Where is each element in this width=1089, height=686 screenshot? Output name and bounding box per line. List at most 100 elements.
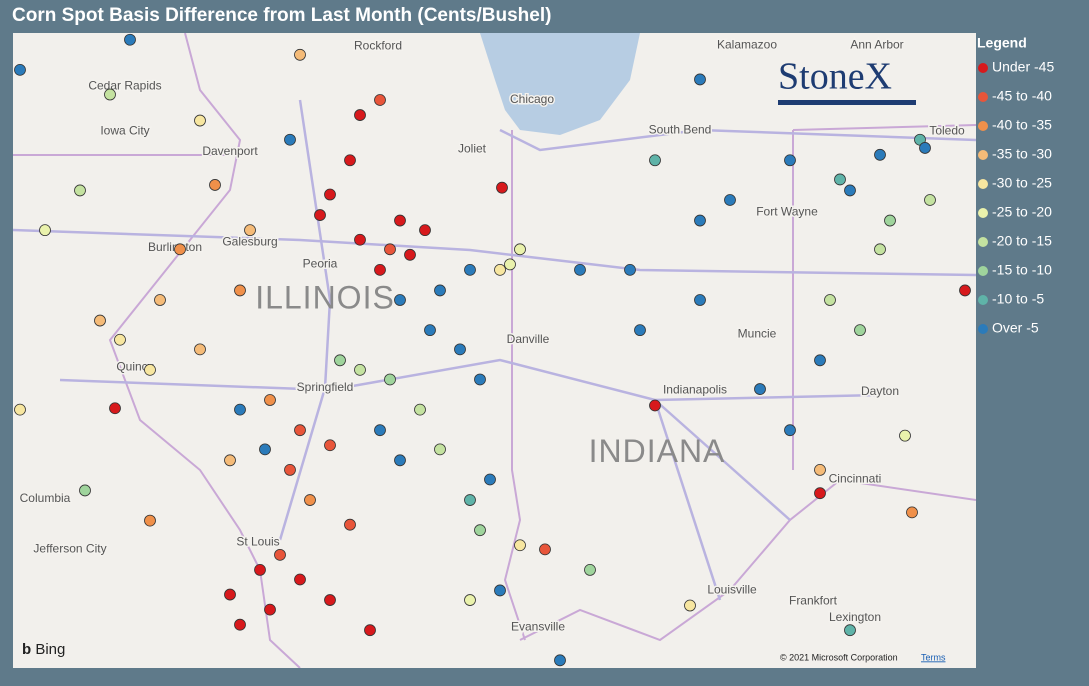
lake-michigan	[480, 33, 640, 135]
basis-point	[539, 543, 551, 556]
terms-link[interactable]: Terms	[921, 652, 946, 662]
basis-point	[496, 181, 508, 194]
legend-label: -35 to -30	[992, 146, 1052, 162]
city-label: Iowa City	[100, 124, 149, 138]
city-label: Peoria	[303, 257, 338, 271]
basis-point	[694, 73, 706, 86]
basis-point	[294, 573, 306, 586]
basis-point	[724, 194, 736, 206]
legend-swatch	[978, 237, 988, 247]
basis-point	[834, 173, 846, 186]
basis-point	[104, 88, 116, 101]
basis-point	[404, 248, 416, 261]
basis-point	[374, 94, 386, 106]
city-label: Cedar Rapids	[88, 78, 161, 92]
basis-point	[209, 179, 221, 191]
basis-point	[634, 324, 646, 337]
title: Corn Spot Basis Difference from Last Mon…	[12, 5, 551, 26]
basis-point	[244, 224, 256, 237]
legend: Under -45 -45 to -40 -40 to -35 -35 to -30 -…	[978, 59, 1054, 336]
state-borders	[13, 33, 976, 668]
basis-point	[906, 506, 918, 519]
legend-swatch	[978, 92, 988, 102]
basis-point	[574, 263, 586, 276]
legend-label: Under -45	[992, 59, 1054, 75]
basis-point	[344, 154, 356, 167]
basis-point	[344, 518, 356, 531]
basis-point	[844, 624, 856, 637]
map[interactable]: ILLINOIS INDIANA Rockford Chicago Joliet Peor…	[13, 33, 976, 668]
legend-label: -30 to -25	[992, 175, 1052, 191]
basis-point	[259, 443, 271, 456]
city-label: Cincinnati	[829, 472, 882, 486]
legend-swatch	[978, 324, 988, 334]
basis-point	[294, 424, 306, 437]
city-label: Dayton	[861, 384, 899, 398]
basis-point	[334, 354, 346, 367]
basis-point	[474, 524, 486, 537]
basis-point	[414, 403, 426, 416]
basis-point	[874, 148, 886, 161]
basis-point	[814, 487, 826, 500]
legend-label: -45 to -40	[992, 88, 1052, 104]
logo: StoneX	[778, 56, 892, 98]
basis-point	[384, 373, 396, 386]
basis-point	[694, 214, 706, 227]
basis-point	[234, 403, 246, 416]
basis-point	[364, 624, 376, 637]
basis-point	[324, 594, 336, 606]
city-label: Lexington	[829, 610, 881, 624]
basis-point	[314, 209, 326, 221]
city-label: St Louis	[236, 535, 279, 549]
city-label: Columbia	[20, 491, 71, 505]
basis-point	[884, 214, 896, 227]
basis-point	[424, 324, 436, 337]
basis-point	[474, 373, 486, 386]
city-label: Ann Arbor	[850, 37, 903, 51]
logo-bar	[778, 100, 916, 105]
basis-point	[394, 294, 406, 306]
city-label: Indianapolis	[663, 383, 727, 397]
basis-point	[624, 263, 636, 276]
legend-swatch	[978, 63, 988, 73]
basis-point	[419, 224, 431, 237]
legend-swatch	[978, 266, 988, 276]
city-label: Toledo	[929, 124, 965, 138]
basis-point	[694, 294, 706, 306]
basis-point	[39, 224, 51, 237]
basis-point	[454, 343, 466, 356]
city-label: Jefferson City	[33, 542, 106, 556]
city-label: South Bend	[649, 122, 712, 136]
basis-point	[234, 284, 246, 297]
basis-point	[254, 564, 266, 576]
basis-point	[174, 243, 186, 256]
basis-point	[384, 243, 396, 256]
basis-point	[224, 454, 236, 467]
basis-point	[494, 584, 506, 597]
basis-point	[924, 194, 936, 206]
basis-point	[264, 394, 276, 406]
basis-point	[234, 618, 246, 631]
basis-point	[109, 402, 121, 415]
bing-logo: b Bing	[22, 641, 65, 658]
basis-point	[324, 188, 336, 201]
legend-title: Legend	[977, 35, 1027, 51]
basis-point	[144, 514, 156, 527]
basis-point	[754, 383, 766, 395]
legend-swatch	[978, 179, 988, 189]
basis-point	[814, 354, 826, 367]
provider: Bing	[35, 641, 65, 658]
basis-point	[354, 109, 366, 121]
basis-point	[94, 314, 106, 327]
basis-point	[649, 399, 661, 412]
city-label: Chicago	[510, 92, 554, 106]
basis-point	[514, 539, 526, 552]
legend-label: -10 to -5	[992, 291, 1044, 307]
city-label: Springfield	[297, 380, 354, 394]
basis-point	[584, 564, 596, 576]
basis-point	[354, 233, 366, 246]
basis-point	[154, 294, 166, 306]
city-label: Galesburg	[222, 235, 277, 249]
basis-point	[264, 603, 276, 616]
basis-point	[224, 588, 236, 601]
